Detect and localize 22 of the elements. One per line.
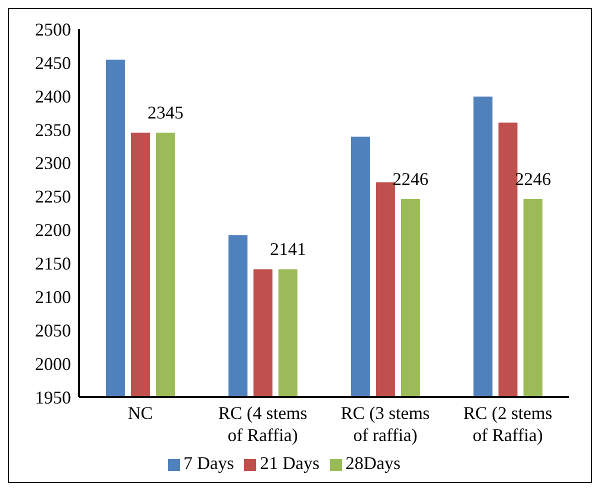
- legend-label: 21 Days: [260, 453, 320, 473]
- y-tick-label: 2450: [35, 52, 71, 73]
- y-tick-label: 2300: [35, 153, 71, 174]
- legend-label: 7 Days: [184, 453, 234, 473]
- x-tick-label: RC (4 stems of Raffia): [218, 403, 308, 445]
- y-tick-label: 2000: [35, 354, 71, 374]
- y-tick-label: 2050: [35, 320, 71, 340]
- y-tick-label: 1950: [35, 387, 71, 408]
- y-tick-label: 2100: [35, 287, 71, 308]
- y-tick-label: 2150: [35, 254, 71, 274]
- x-tick-label: RC (2 stems of Raffia): [463, 403, 552, 445]
- x-tick-label: NC: [128, 403, 153, 423]
- legend-label: 28Days: [346, 453, 400, 473]
- y-tick-label: 2350: [35, 120, 71, 140]
- data-label: 2345: [147, 102, 184, 123]
- data-label: 2141: [270, 239, 306, 260]
- y-tick-label: 2500: [35, 19, 71, 40]
- y-tick-label: 2200: [35, 220, 71, 240]
- y-tick-label: 2400: [35, 86, 71, 106]
- y-tick-label: 2250: [35, 186, 71, 207]
- x-tick-label: RC (3 stems of raffia): [340, 403, 430, 445]
- data-label: 2246: [392, 168, 428, 189]
